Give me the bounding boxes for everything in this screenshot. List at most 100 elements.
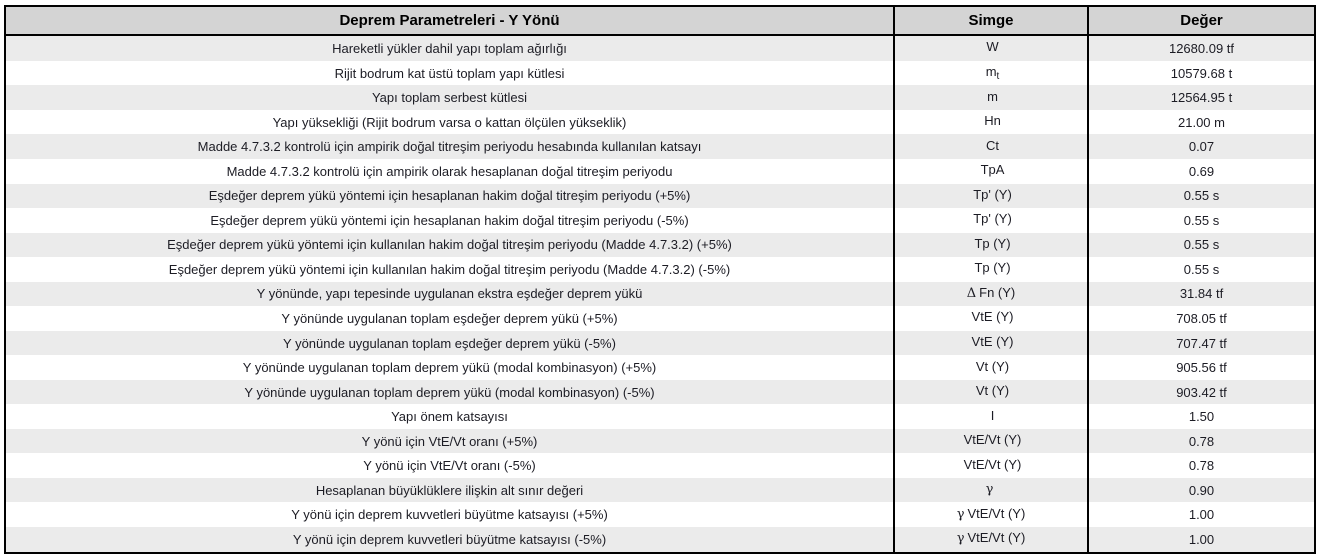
symbol-main: Tp' (Y)	[973, 211, 1012, 227]
symbol-cell: VtE (Y)	[893, 306, 1088, 331]
symbol-cell: γ VtE/Vt (Y)	[893, 502, 1088, 527]
value-cell: 0.55 s	[1087, 257, 1315, 282]
value-cell: 10579.68 t	[1087, 60, 1315, 86]
symbol-main: W	[986, 39, 999, 55]
symbol-cell: γ VtE/Vt (Y)	[893, 526, 1088, 553]
param-cell: Yapı önem katsayısı	[391, 409, 508, 425]
symbol-main: Ct	[986, 137, 999, 153]
table-row: Eşdeğer deprem yükü yöntemi için hesapla…	[5, 183, 1315, 209]
column-header-symbol: Simge	[893, 6, 1088, 36]
table-row: Yapı önem katsayısı I 1.50	[5, 404, 1315, 429]
param-cell: Y yönünde uygulanan toplam eşdeğer depre…	[281, 310, 618, 326]
symbol-prefix: γ	[985, 482, 994, 498]
param-cell: Yapı yüksekliği (Rijit bodrum varsa o ka…	[272, 114, 627, 130]
table-row: Y yönü için VtE/Vt oranı (+5%) VtE/Vt (Y…	[5, 428, 1315, 454]
value-cell: 0.78	[1087, 453, 1315, 478]
table-row: Eşdeğer deprem yükü yöntemi için kullanı…	[5, 257, 1315, 282]
param-cell: Madde 4.7.3.2 kontrolü için ampirik olar…	[226, 163, 673, 179]
symbol-cell: Δ Fn (Y)	[893, 281, 1088, 307]
value-cell: 12680.09 tf	[1087, 35, 1315, 61]
param-cell: Madde 4.7.3.2 kontrolü için ampirik doğa…	[197, 139, 702, 155]
table-row: Eşdeğer deprem yükü yöntemi için kullanı…	[5, 232, 1315, 258]
param-cell: Eşdeğer deprem yükü yöntemi için kullanı…	[168, 261, 731, 277]
param-cell: Y yönü için deprem kuvvetleri büyütme ka…	[292, 531, 607, 547]
symbol-cell: VtE/Vt (Y)	[893, 428, 1088, 454]
table-row: Hareketli yükler dahil yapı toplam ağırl…	[5, 35, 1315, 61]
value-cell: 0.55 s	[1087, 232, 1315, 258]
symbol-main: Tp (Y)	[974, 235, 1011, 251]
table-row: Rijit bodrum kat üstü toplam yapı kütles…	[5, 60, 1315, 86]
symbol-main: VtE (Y)	[971, 309, 1014, 325]
value-cell: 0.90	[1087, 477, 1315, 503]
value-cell: 12564.95 t	[1087, 85, 1315, 110]
table-header-row: Deprem Parametreleri - Y Yönü Simge Değe…	[5, 6, 1315, 36]
symbol-main: VtE (Y)	[971, 334, 1014, 349]
param-cell: Yapı toplam serbest kütlesi	[371, 90, 528, 106]
symbol-cell: TpA	[893, 159, 1088, 184]
value-cell: 0.78	[1087, 428, 1315, 454]
value-cell: 1.50	[1087, 404, 1315, 429]
value-cell: 1.00	[1087, 502, 1315, 527]
param-cell: Y yönünde, yapı tepesinde uygulanan ekst…	[256, 286, 643, 302]
table-row: Madde 4.7.3.2 kontrolü için ampirik olar…	[5, 159, 1315, 184]
param-cell: Y yönü için deprem kuvvetleri büyütme ka…	[291, 507, 608, 523]
symbol-cell: Tp (Y)	[893, 232, 1088, 258]
value-cell: 0.69	[1087, 159, 1315, 184]
symbol-main: VtE/Vt (Y)	[967, 505, 1026, 521]
table-row: Madde 4.7.3.2 kontrolü için ampirik doğa…	[5, 134, 1315, 160]
symbol-main: VtE/Vt (Y)	[967, 530, 1026, 546]
value-cell: 0.55 s	[1087, 208, 1315, 233]
param-cell: Y yönü için VtE/Vt oranı (-5%)	[363, 458, 536, 474]
value-cell: 903.42 tf	[1087, 379, 1315, 405]
symbol-main: Tp (Y)	[974, 260, 1011, 276]
param-cell: Y yönü için VtE/Vt oranı (+5%)	[361, 433, 538, 449]
symbol-cell: Tp' (Y)	[893, 183, 1088, 209]
symbol-cell: Vt (Y)	[893, 379, 1088, 405]
value-cell: 21.00 m	[1087, 109, 1315, 135]
value-cell: 708.05 tf	[1087, 306, 1315, 331]
symbol-prefix: Δ	[966, 285, 977, 301]
table-row: Yapı yüksekliği (Rijit bodrum varsa o ka…	[5, 109, 1315, 135]
table-row: Y yönü için deprem kuvvetleri büyütme ka…	[5, 526, 1315, 553]
table-row: Y yönünde uygulanan toplam eşdeğer depre…	[5, 330, 1315, 356]
table-title: Deprem Parametreleri - Y Yönü	[5, 6, 894, 36]
symbol-cell: I	[893, 404, 1088, 429]
param-cell: Y yönünde uygulanan toplam deprem yükü (…	[244, 384, 655, 400]
value-cell: 0.55 s	[1087, 183, 1315, 209]
symbol-subscript: t	[996, 71, 1000, 83]
symbol-main: VtE/Vt (Y)	[963, 432, 1022, 448]
symbol-cell: VtE (Y)	[893, 330, 1088, 356]
symbol-cell: Hn	[893, 109, 1088, 135]
table-row: Y yönünde uygulanan toplam eşdeğer depre…	[5, 306, 1315, 331]
param-cell: Eşdeğer deprem yükü yöntemi için hesapla…	[210, 212, 689, 228]
symbol-cell: γ	[893, 477, 1088, 503]
value-cell: 905.56 tf	[1087, 355, 1315, 380]
symbol-cell: Vt (Y)	[893, 355, 1088, 380]
symbol-cell: Tp' (Y)	[893, 208, 1088, 233]
table-row: Y yönü için deprem kuvvetleri büyütme ka…	[5, 502, 1315, 527]
value-cell: 1.00	[1087, 526, 1315, 553]
earthquake-parameters-table: Deprem Parametreleri - Y Yönü Simge Değe…	[4, 5, 1316, 554]
symbol-main: Tp' (Y)	[973, 186, 1012, 202]
symbol-prefix: γ	[956, 531, 965, 547]
table-row: Y yönünde uygulanan toplam deprem yükü (…	[5, 355, 1315, 380]
table-row: Yapı toplam serbest kütlesi m 12564.95 t	[5, 85, 1315, 110]
table-row: Y yönünde, yapı tepesinde uygulanan ekst…	[5, 281, 1315, 307]
symbol-main: m	[985, 64, 997, 80]
symbol-cell: Tp (Y)	[893, 257, 1088, 282]
param-cell: Hesaplanan büyüklüklere ilişkin alt sını…	[315, 482, 584, 498]
table-row: Eşdeğer deprem yükü yöntemi için hesapla…	[5, 208, 1315, 233]
symbol-main: Vt (Y)	[975, 383, 1010, 399]
column-header-value: Değer	[1087, 6, 1315, 36]
table-row: Y yönü için VtE/Vt oranı (-5%) VtE/Vt (Y…	[5, 453, 1315, 478]
table-row: Y yönünde uygulanan toplam deprem yükü (…	[5, 379, 1315, 405]
symbol-main: m	[987, 88, 998, 104]
symbol-cell: Ct	[893, 134, 1088, 160]
symbol-prefix: γ	[956, 506, 965, 522]
value-cell: 707.47 tf	[1087, 330, 1315, 356]
symbol-main: Fn (Y)	[979, 284, 1016, 300]
symbol-main: TpA	[980, 162, 1005, 178]
value-cell: 0.07	[1087, 134, 1315, 160]
symbol-main: Vt (Y)	[975, 358, 1010, 374]
param-cell: Eşdeğer deprem yükü yöntemi için kullanı…	[167, 237, 732, 253]
